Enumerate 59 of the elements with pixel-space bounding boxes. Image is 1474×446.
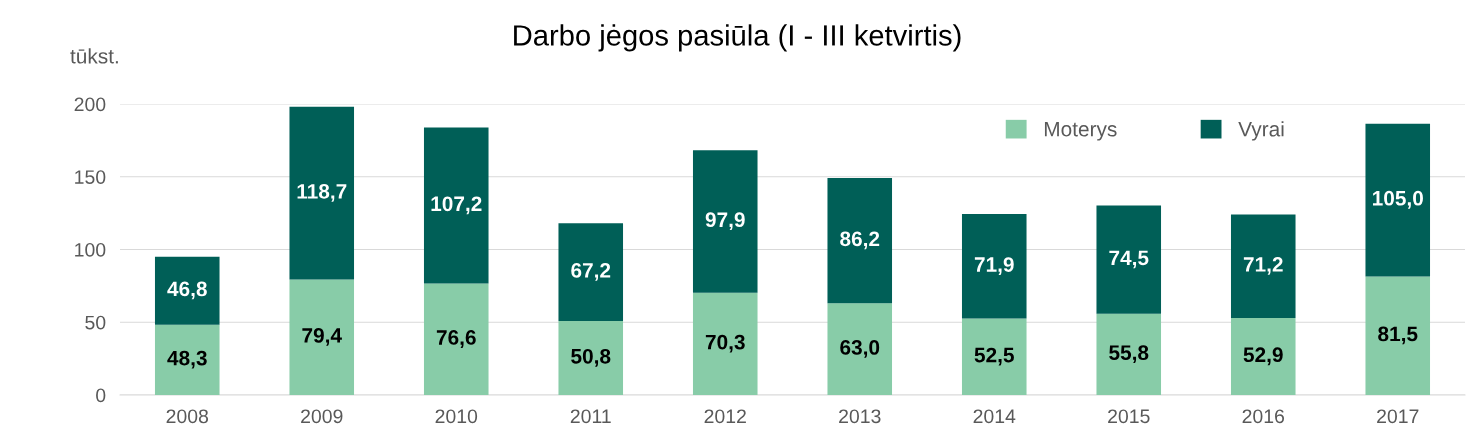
x-tick-label: 2015	[1108, 409, 1150, 424]
data-label: 63,0	[840, 340, 880, 358]
y-tick-label: 0	[96, 388, 106, 403]
bar	[961, 318, 1027, 395]
x-tick-label: 2008	[166, 409, 209, 424]
data-label: 67,2	[571, 263, 611, 281]
bar	[827, 303, 893, 395]
data-label: 105,0	[1373, 190, 1423, 209]
data-label: 46,8	[167, 281, 207, 300]
y-tick-label: 150	[75, 170, 106, 184]
bar	[1230, 318, 1296, 395]
data-label: 55,8	[1109, 345, 1149, 364]
x-tick-label: 2012	[704, 409, 746, 424]
x-tick-label: 2013	[839, 409, 881, 424]
data-label: 48,3	[167, 350, 207, 369]
bar	[692, 150, 758, 293]
bar	[692, 292, 758, 395]
data-label: 52,9	[1243, 347, 1283, 366]
data-label: 86,2	[840, 231, 880, 250]
data-label: 70,3	[705, 334, 745, 353]
data-label: 79,4	[302, 328, 342, 346]
legend-label: Vyrai	[1238, 121, 1284, 141]
data-label: 81,5	[1378, 326, 1418, 345]
data-label: 107,2	[431, 196, 482, 215]
y-tick-label: 100	[75, 242, 106, 257]
bar	[1096, 205, 1162, 314]
bar	[423, 283, 489, 395]
bar	[961, 214, 1027, 319]
x-tick-label: 2010	[435, 409, 478, 424]
bar	[558, 223, 624, 322]
data-label: 74,5	[1109, 250, 1149, 269]
chart-title: Darbo jėgos pasiūla (I - III ketvirtis)	[514, 24, 961, 52]
bar	[827, 177, 893, 304]
x-tick-label: 2017	[1377, 409, 1419, 424]
x-tick-label: 2016	[1242, 409, 1285, 424]
legend-label: Moterys	[1044, 121, 1117, 141]
x-tick-label: 2009	[301, 409, 343, 424]
data-label: 50,8	[571, 348, 611, 367]
y-axis-title: tūkst.	[70, 48, 118, 64]
bar	[1365, 276, 1431, 395]
bar	[154, 256, 220, 325]
bar	[1230, 214, 1296, 319]
data-label: 71,9	[974, 257, 1014, 275]
bar	[289, 106, 355, 280]
bar	[1096, 313, 1162, 395]
y-tick-label: 50	[85, 315, 106, 330]
data-label: 118,7	[297, 183, 347, 202]
bar	[289, 279, 355, 395]
bar	[1365, 123, 1431, 277]
bar	[154, 324, 220, 395]
x-tick-label: 2011	[570, 409, 611, 424]
data-label: 71,2	[1243, 257, 1283, 275]
y-tick-label: 200	[74, 97, 106, 112]
bar	[558, 321, 624, 395]
data-label: 97,9	[705, 212, 745, 231]
data-label: 52,5	[974, 347, 1014, 366]
x-tick-label: 2014	[973, 409, 1016, 424]
data-label: 76,6	[436, 330, 476, 348]
bar	[423, 127, 489, 284]
